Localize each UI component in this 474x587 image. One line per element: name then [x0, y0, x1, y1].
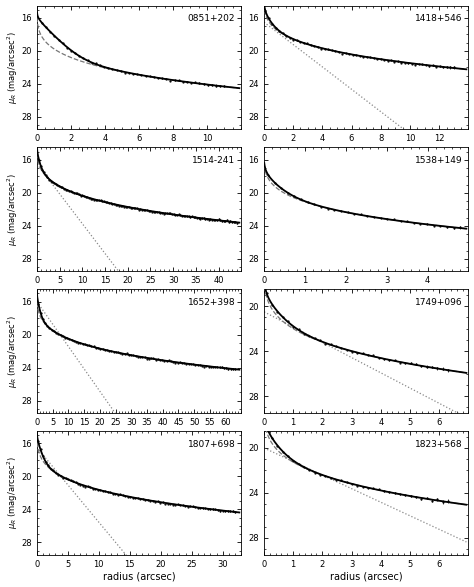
Text: 1538+149: 1538+149: [415, 156, 462, 165]
X-axis label: radius (arcsec): radius (arcsec): [330, 571, 402, 582]
Y-axis label: $\mu_R$ (mag/arcsec$^2$): $\mu_R$ (mag/arcsec$^2$): [6, 31, 20, 104]
Text: 1749+096: 1749+096: [415, 298, 462, 307]
Text: 1823+568: 1823+568: [415, 440, 462, 448]
Y-axis label: $\mu_R$ (mag/arcsec$^2$): $\mu_R$ (mag/arcsec$^2$): [6, 457, 20, 529]
Text: 1652+398: 1652+398: [188, 298, 235, 307]
Text: 1807+698: 1807+698: [188, 440, 235, 448]
Y-axis label: $\mu_R$ (mag/arcsec$^2$): $\mu_R$ (mag/arcsec$^2$): [6, 173, 20, 246]
Y-axis label: $\mu_R$ (mag/arcsec$^2$): $\mu_R$ (mag/arcsec$^2$): [6, 315, 20, 387]
Text: 1514-241: 1514-241: [192, 156, 235, 165]
X-axis label: radius (arcsec): radius (arcsec): [103, 571, 175, 582]
Text: 1418+546: 1418+546: [415, 14, 462, 23]
Text: 0851+202: 0851+202: [188, 14, 235, 23]
